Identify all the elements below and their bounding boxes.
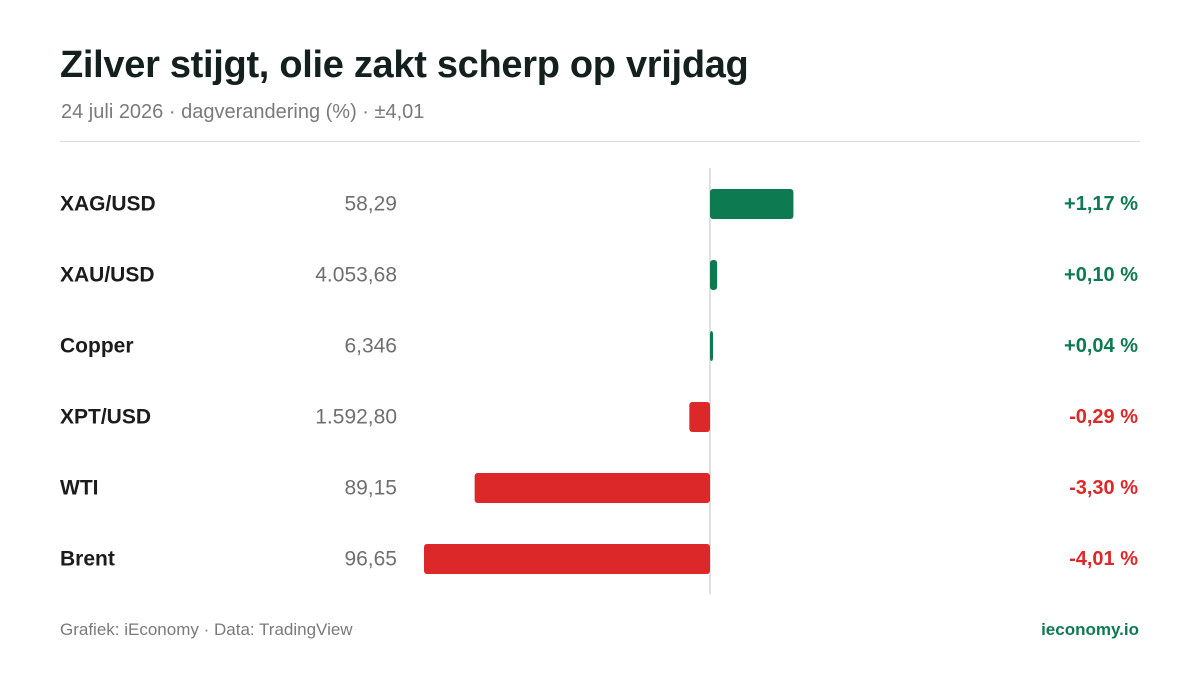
footer-source: Grafiek: iEconomy · Data: TradingView [60,620,353,639]
row-label: Copper [60,335,134,358]
value-label: -4,01 % [1069,548,1138,570]
chart-subtitle: 24 juli 2026 · dagverandering (%) · ±4,0… [61,101,425,123]
row-price: 6,346 [344,335,397,358]
bar [474,473,710,503]
row-price: 58,29 [344,193,397,216]
row-label: Brent [60,548,115,571]
row-price: 96,65 [344,548,397,571]
footer-brand[interactable]: ieconomy.io [1041,620,1139,639]
value-label: +0,10 % [1064,264,1138,286]
row-label: XAU/USD [60,264,155,287]
value-label: -3,30 % [1069,477,1138,499]
row-price: 1.592,80 [315,406,397,429]
bar [689,402,710,432]
bar [424,544,710,574]
bar [710,331,713,361]
bar [710,189,794,219]
bar [710,260,718,290]
value-label: +0,04 % [1064,335,1138,357]
value-label: +1,17 % [1064,193,1138,215]
value-label: -0,29 % [1069,406,1138,428]
row-label: XAG/USD [60,193,156,216]
row-price: 89,15 [344,477,397,500]
chart-rows: XAG/USD 58,29 +1,17 % XAU/USD 4.053,68 +0,10 … [60,189,1138,574]
row-label: XPT/USD [60,406,151,429]
row-label: WTI [60,477,98,500]
chart-title: Zilver stijgt, olie zakt scherp op vrijd… [60,44,749,86]
row-price: 4.053,68 [315,264,397,287]
header-divider [60,141,1140,142]
